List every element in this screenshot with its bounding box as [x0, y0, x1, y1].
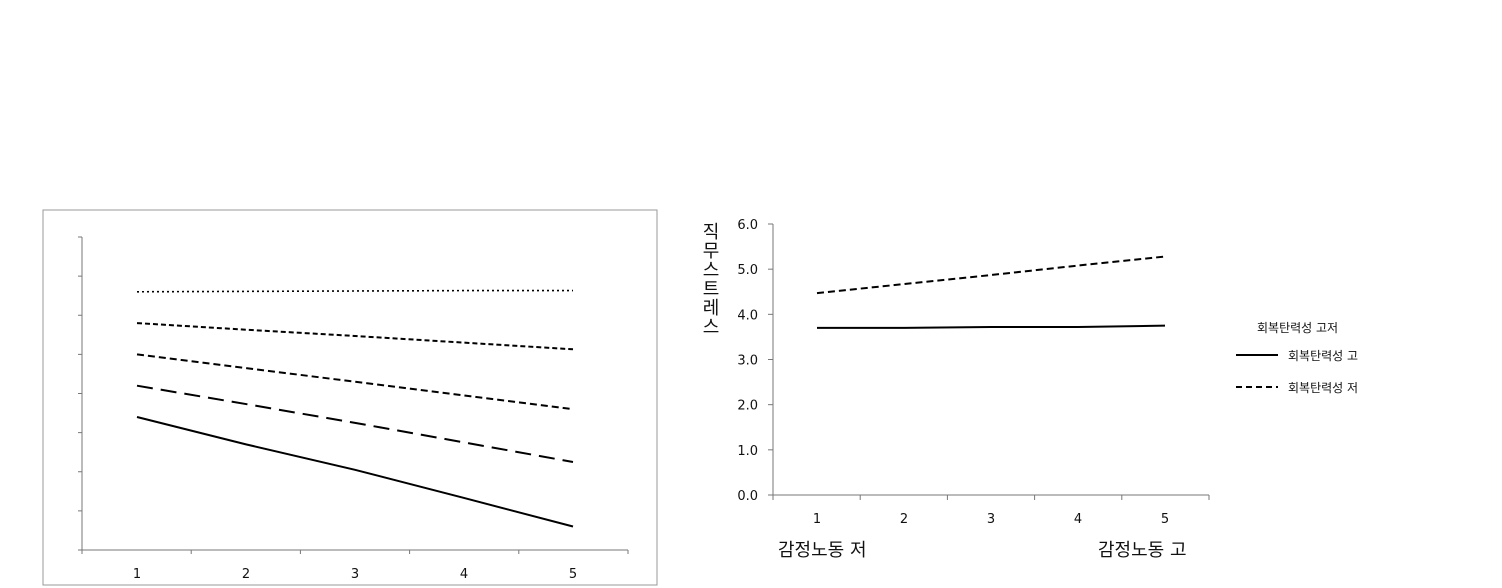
- right-series: [816, 255, 1166, 329]
- left-y-ticks: [78, 236, 82, 551]
- left-x-tick-label: 3: [351, 567, 359, 582]
- right-x-tick-label: 4: [1074, 512, 1082, 527]
- right-y-tick-label: 5.0: [737, 263, 758, 278]
- right-y-tick-label: 3.0: [737, 354, 758, 369]
- left-x-tick-label: 4: [460, 567, 468, 582]
- right-x-label-right: 감정노동 고: [1098, 540, 1187, 561]
- left-series: [136, 289, 574, 528]
- right-x-tick-label: 3: [987, 512, 995, 527]
- right-x-ticks: 1 2 3 4 5: [772, 495, 1210, 527]
- legend-title: 회복탄력성 고저: [1257, 321, 1338, 335]
- left-chart: 1 2 3 4 5: [42, 209, 658, 586]
- left-series-line-dashed: [136, 353, 574, 411]
- legend: 회복탄력성 고저 회복탄력성 고 회복탄력성 저: [1236, 321, 1358, 395]
- right-y-ticks: 0.0 1.0 2.0 3.0 4.0 5.0 6.0: [737, 218, 773, 504]
- right-x-tick-label: 1: [813, 512, 821, 527]
- right-y-tick-label: 2.0: [737, 399, 758, 414]
- left-series-line-long-dash: [136, 384, 574, 463]
- right-y-tick-label: 1.0: [737, 444, 758, 459]
- left-x-tick-label: 5: [569, 567, 577, 582]
- left-x-tick-label: 2: [242, 567, 250, 582]
- right-y-tick-label: 0.0: [737, 489, 758, 504]
- right-series-line-high: [817, 324, 1166, 329]
- left-x-tick-label: 1: [133, 567, 141, 582]
- right-x-tick-label: 5: [1161, 512, 1169, 527]
- left-series-line-solid: [136, 416, 574, 528]
- right-y-tick-label: 4.0: [737, 308, 758, 323]
- right-x-tick-label: 2: [900, 512, 908, 527]
- legend-entry-high: 회복탄력성 고: [1288, 349, 1358, 363]
- left-chart-frame: [42, 209, 658, 586]
- right-series-line-low: [816, 255, 1166, 295]
- left-series-line-short-dash: [136, 322, 574, 351]
- right-x-label-left: 감정노동 저: [778, 540, 867, 561]
- left-x-ticks: 1 2 3 4 5: [81, 550, 629, 582]
- legend-entry-low: 회복탄력성 저: [1288, 381, 1358, 395]
- right-y-tick-label: 6.0: [737, 218, 758, 233]
